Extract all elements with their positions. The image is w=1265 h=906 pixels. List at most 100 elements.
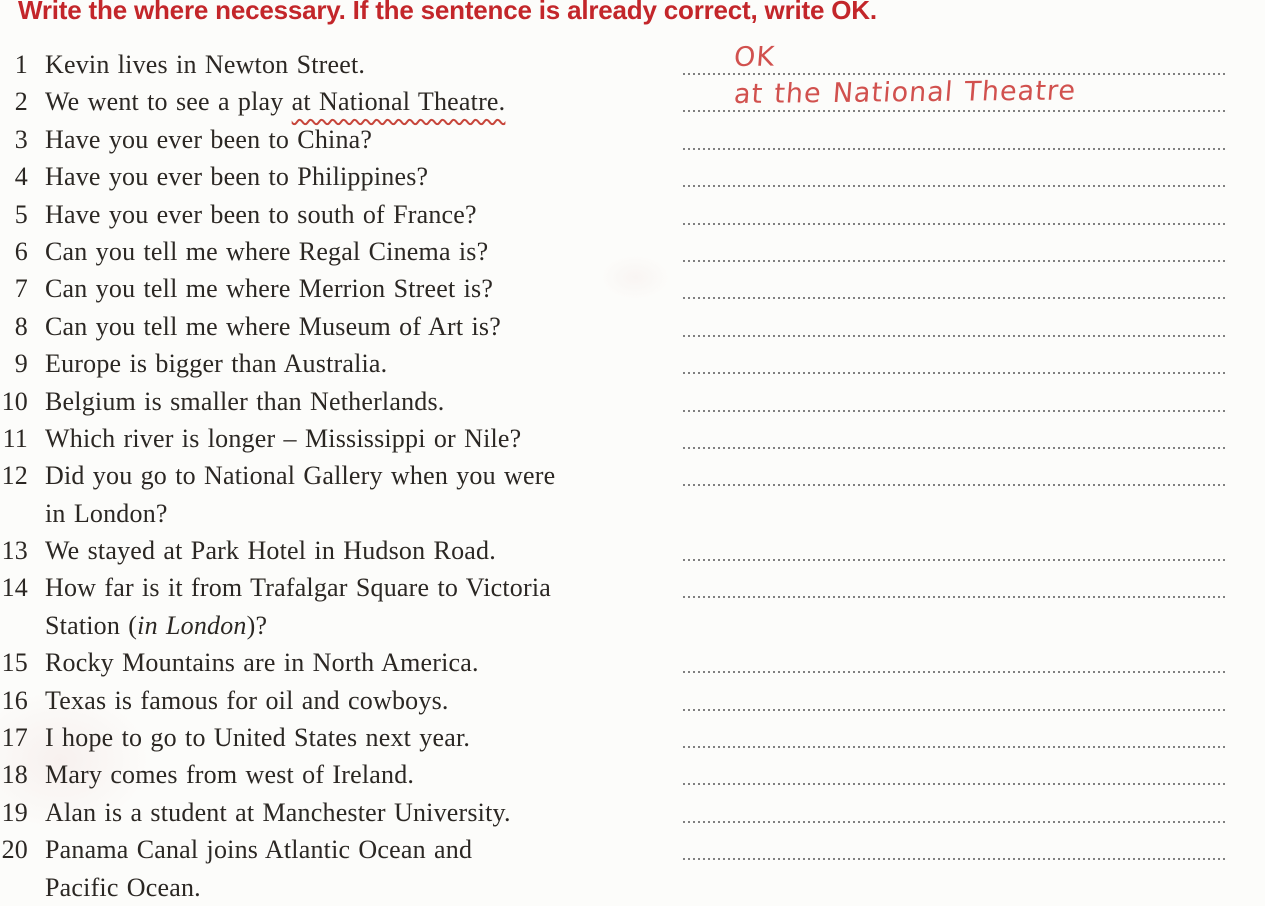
sentence-item: 9 Europe is bigger than Australia. bbox=[0, 345, 1265, 382]
sentence-text: Which river is longer – Mississippi or N… bbox=[45, 423, 522, 453]
sentence-text: Belgium is smaller than Netherlands. bbox=[45, 386, 445, 416]
item-number: 1 bbox=[14, 50, 28, 79]
sentence-item: 11 Which river is longer – Mississippi or… bbox=[0, 420, 1265, 457]
sentence-text: We went to see a play at National Theatr… bbox=[45, 87, 506, 117]
sentence-text: We stayed at Park Hotel in Hudson Road. bbox=[45, 536, 496, 566]
sentence-item: 6 Can you tell me where Regal Cinema is? bbox=[0, 233, 1265, 270]
sentence-item: 16 Texas is famous for oil and cowboys. bbox=[0, 682, 1265, 719]
item-number: 9 bbox=[14, 349, 28, 379]
sentence-line: 7 Can you tell me where Merrion Street is… bbox=[0, 270, 1265, 307]
sentence-text: Panama Canal joins Atlantic Ocean and bbox=[45, 835, 473, 865]
dotted-answer-line bbox=[683, 596, 1228, 599]
item-number: 2 bbox=[14, 87, 28, 117]
sentence-line: 18 Mary comes from west of Ireland. bbox=[0, 756, 1265, 793]
dotted-answer-line bbox=[683, 559, 1228, 562]
item-number: 4 bbox=[14, 162, 28, 192]
dotted-answer-line bbox=[683, 372, 1228, 375]
sentence-text: Have you ever been to China? bbox=[45, 124, 373, 154]
sentence-item: 19 Alan is a student at Manchester Univer… bbox=[0, 794, 1265, 831]
sentence-text: Kevin lives in Newton Street. bbox=[45, 50, 366, 79]
sentence-line-wrap: Pacific Ocean. bbox=[0, 869, 1265, 906]
dotted-answer-line bbox=[683, 446, 1228, 449]
sentence-text: Europe is bigger than Australia. bbox=[45, 349, 388, 379]
sentence-line: 3 Have you ever been to China? bbox=[0, 121, 1265, 158]
dotted-answer-line bbox=[683, 708, 1228, 711]
sentence-text: Rocky Mountains are in North America. bbox=[45, 648, 479, 678]
dotted-answer-line bbox=[683, 783, 1228, 786]
dotted-answer-line bbox=[683, 820, 1228, 823]
item-number: 13 bbox=[1, 536, 28, 566]
item-number: 14 bbox=[1, 573, 28, 603]
sentence-item: 13 We stayed at Park Hotel in Hudson Road… bbox=[0, 532, 1265, 569]
sentence-text: Mary comes from west of Ireland. bbox=[45, 760, 415, 790]
sentence-item: 5 Have you ever been to south of France? bbox=[0, 196, 1265, 233]
item-number: 16 bbox=[1, 685, 28, 715]
sentence-line: 20 Panama Canal joins Atlantic Ocean and bbox=[0, 831, 1265, 868]
sentence-text: Pacific Ocean. bbox=[45, 872, 201, 902]
sentence-text: Have you ever been to Philippines? bbox=[45, 162, 429, 192]
handwritten-answer: at the National Theatre bbox=[732, 75, 1078, 111]
sentence-line: 10 Belgium is smaller than Netherlands. bbox=[0, 383, 1265, 420]
item-number: 5 bbox=[14, 199, 28, 229]
sentence-item: 7 Can you tell me where Merrion Street is… bbox=[0, 270, 1265, 307]
sentence-line: 4 Have you ever been to Philippines? bbox=[0, 158, 1265, 195]
item-number: 11 bbox=[2, 423, 28, 453]
sentence-line-wrap: Station (in London)? bbox=[0, 607, 1265, 644]
marked-phrase-wavy-underline: at National Theatre. bbox=[291, 87, 506, 117]
handwritten-answer: OK bbox=[732, 41, 777, 73]
sentence-text: I hope to go to United States next year. bbox=[45, 723, 471, 753]
sentence-item: 17 I hope to go to United States next yea… bbox=[0, 719, 1265, 756]
dotted-answer-line bbox=[683, 858, 1228, 861]
sentence-text: Can you tell me where Regal Cinema is? bbox=[45, 236, 489, 266]
dotted-answer-line bbox=[683, 409, 1228, 412]
dotted-answer-line bbox=[683, 297, 1228, 300]
dotted-answer-line bbox=[683, 185, 1228, 188]
italic-phrase: in London bbox=[137, 610, 247, 640]
sentence-line: 5 Have you ever been to south of France? bbox=[0, 196, 1265, 233]
dotted-answer-line bbox=[683, 484, 1228, 487]
dotted-answer-line bbox=[683, 746, 1228, 749]
sentence-line: 17 I hope to go to United States next yea… bbox=[0, 719, 1265, 756]
sentence-item: 15 Rocky Mountains are in North America. bbox=[0, 644, 1265, 681]
sentence-item: 20 Panama Canal joins Atlantic Ocean and P… bbox=[0, 831, 1265, 906]
sentence-text: How far is it from Trafalgar Square to V… bbox=[45, 573, 552, 603]
sentence-text: Alan is a student at Manchester Universi… bbox=[45, 797, 511, 827]
sentence-line: 8 Can you tell me where Museum of Art is? bbox=[0, 308, 1265, 345]
sentence-item: 3 Have you ever been to China? bbox=[0, 121, 1265, 158]
sentence-line-wrap: in London? bbox=[0, 495, 1265, 532]
sentence-line: 9 Europe is bigger than Australia. bbox=[0, 345, 1265, 382]
sentence-item: 1 Kevin lives in Newton Street. OK bbox=[0, 42, 1265, 83]
sentence-list: 1 Kevin lives in Newton Street. OK 2 We went… bbox=[0, 42, 1265, 906]
sentence-line: 14 How far is it from Trafalgar Square to… bbox=[0, 569, 1265, 606]
item-number: 17 bbox=[1, 723, 28, 753]
item-number: 7 bbox=[14, 274, 28, 304]
sentence-text: in London? bbox=[45, 498, 168, 528]
sentence-line: 1 Kevin lives in Newton Street. OK bbox=[0, 42, 1265, 83]
sentence-line: 13 We stayed at Park Hotel in Hudson Road… bbox=[0, 532, 1265, 569]
dotted-answer-line bbox=[683, 259, 1228, 262]
item-number: 18 bbox=[1, 760, 28, 790]
sentence-line: 6 Can you tell me where Regal Cinema is? bbox=[0, 233, 1265, 270]
item-number: 15 bbox=[1, 648, 28, 678]
sentence-item: 8 Can you tell me where Museum of Art is? bbox=[0, 308, 1265, 345]
item-number: 12 bbox=[1, 461, 28, 491]
dotted-answer-line: OK bbox=[683, 42, 1228, 75]
sentence-item: 12 Did you go to National Gallery when yo… bbox=[0, 457, 1265, 532]
sentence-text: Did you go to National Gallery when you … bbox=[45, 461, 556, 491]
sentence-item: 10 Belgium is smaller than Netherlands. bbox=[0, 383, 1265, 420]
item-number: 19 bbox=[1, 797, 28, 827]
sentence-text: Have you ever been to south of France? bbox=[45, 199, 477, 229]
item-number: 3 bbox=[14, 124, 28, 154]
sentence-line: 11 Which river is longer – Mississippi or… bbox=[0, 420, 1265, 457]
sentence-text: Station (in London)? bbox=[45, 610, 268, 640]
sentence-item: 14 How far is it from Trafalgar Square to… bbox=[0, 569, 1265, 644]
sentence-item: 18 Mary comes from west of Ireland. bbox=[0, 756, 1265, 793]
sentence-item: 4 Have you ever been to Philippines? bbox=[0, 158, 1265, 195]
exercise-instruction: Write the where necessary. If the senten… bbox=[18, 0, 877, 25]
sentence-line: 15 Rocky Mountains are in North America. bbox=[0, 644, 1265, 681]
dotted-answer-line bbox=[683, 334, 1228, 337]
sentence-line: 2 We went to see a play at National Theat… bbox=[0, 76, 1265, 120]
item-number: 10 bbox=[1, 386, 28, 416]
sentence-line: 16 Texas is famous for oil and cowboys. bbox=[0, 682, 1265, 719]
item-number: 6 bbox=[14, 236, 28, 266]
